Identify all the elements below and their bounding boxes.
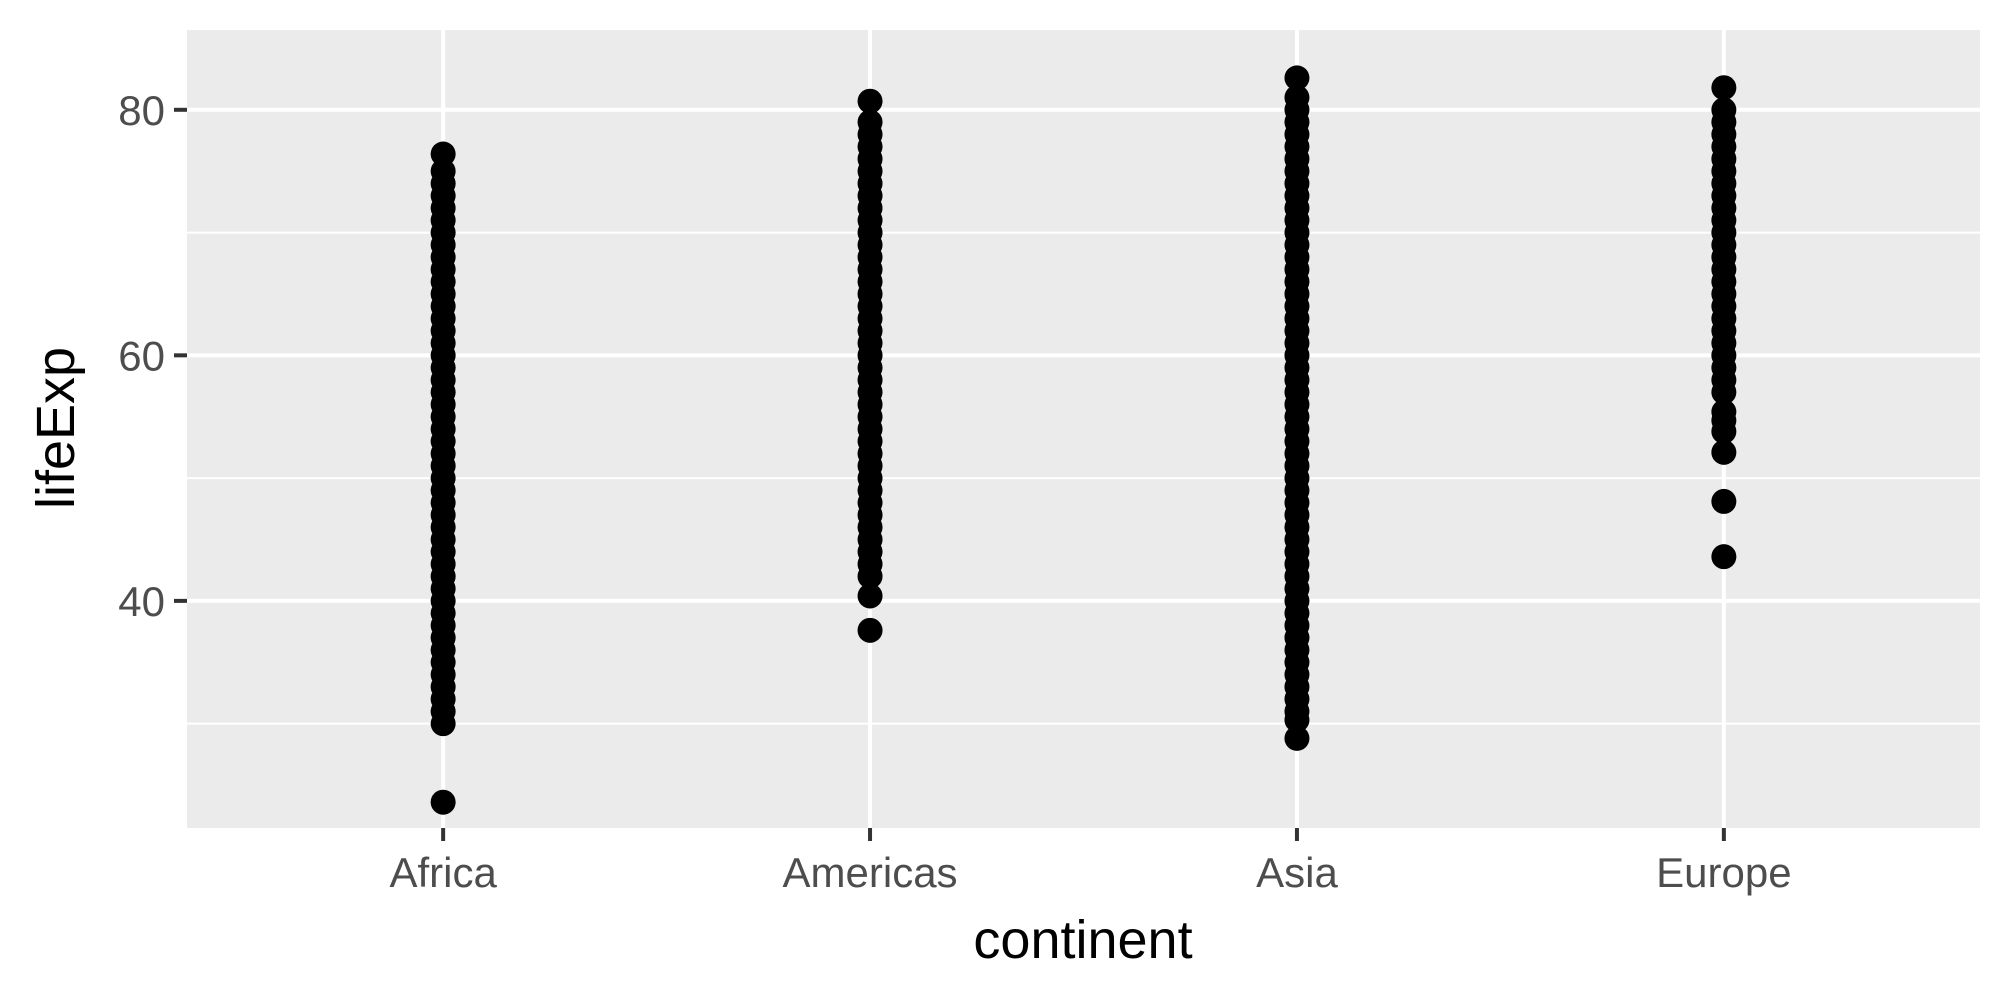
x-tick-label: Americas: [783, 849, 958, 896]
data-point: [430, 789, 456, 815]
data-point: [857, 109, 883, 135]
data-point: [1284, 85, 1310, 111]
data-point: [430, 158, 456, 184]
plot-panel: [187, 30, 1980, 828]
data-points: [430, 65, 1737, 815]
x-tick-label: Europe: [1656, 849, 1791, 896]
data-point: [430, 141, 456, 167]
data-point: [857, 583, 883, 609]
data-point: [1711, 75, 1737, 101]
y-axis: 40 60 80: [118, 87, 187, 625]
data-point: [1711, 97, 1737, 123]
minor-gridlines: [187, 231, 1980, 725]
data-point: [1284, 725, 1310, 751]
data-point: [857, 617, 883, 643]
y-tick-label: 40: [118, 578, 165, 625]
data-point: [1711, 439, 1737, 465]
x-axis-title: continent: [973, 910, 1192, 970]
y-tick-label: 80: [118, 87, 165, 134]
data-point: [1711, 544, 1737, 570]
y-axis-title: lifeExp: [26, 347, 86, 509]
data-point: [1711, 488, 1737, 514]
data-point: [1284, 65, 1310, 91]
data-point: [1711, 399, 1737, 425]
data-point: [857, 88, 883, 114]
x-tick-label: Africa: [389, 849, 497, 896]
x-axis: Africa Americas Asia Europe: [389, 828, 1792, 896]
x-tick-label: Asia: [1256, 849, 1338, 896]
y-tick-label: 60: [118, 332, 165, 379]
